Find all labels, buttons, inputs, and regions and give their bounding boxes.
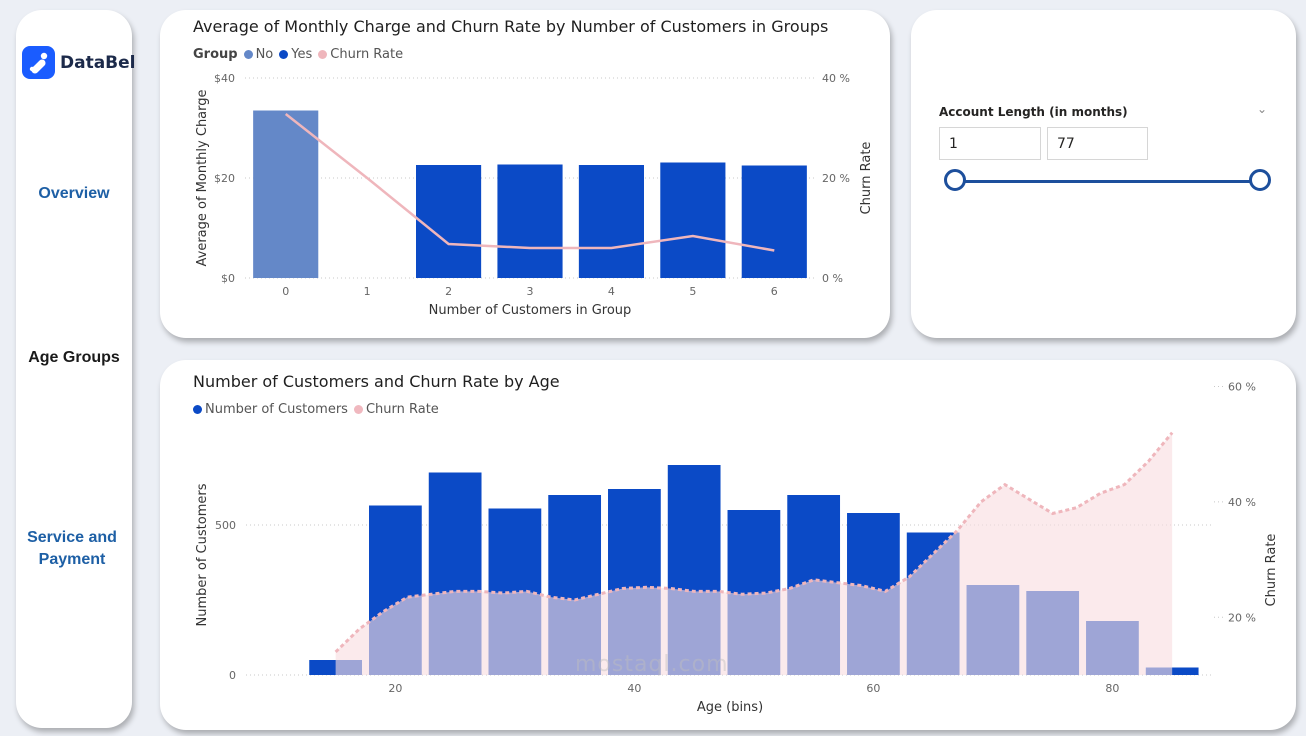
y2-tick-label: 40 % xyxy=(1228,496,1256,509)
watermark: mostaql.com xyxy=(575,652,729,677)
slicer-title: Account Length (in months) xyxy=(939,105,1128,119)
bottom-chart-legend: Number of Customers Churn Rate xyxy=(187,402,439,417)
bar-yes-6 xyxy=(741,165,807,278)
y-tick-label: $20 xyxy=(214,172,235,185)
x-tick-label: 2 xyxy=(445,285,452,298)
legend-churn-dot xyxy=(318,50,328,59)
account-length-slicer-card: Account Length (in months) ⌄ 1 77 xyxy=(911,10,1296,338)
y2-tick-label: 40 % xyxy=(822,72,850,85)
y-tick-label: $40 xyxy=(214,72,235,85)
logo: DataBel xyxy=(22,46,136,79)
x-axis-title: Age (bins) xyxy=(697,700,763,715)
legend-yes-dot xyxy=(279,50,289,59)
nav-overview[interactable]: Overview xyxy=(38,185,110,202)
x-tick-label: 3 xyxy=(527,285,534,298)
slicer-min-handle[interactable] xyxy=(944,169,966,191)
y-tick-label: $0 xyxy=(221,272,235,285)
bar-no-0 xyxy=(253,110,319,278)
bar-yes-5 xyxy=(660,162,726,278)
age-chart: 0 500 20 % 40 % 60 % 20 40 60 80 Age (bins) Number… xyxy=(195,381,1279,715)
chevron-down-icon[interactable]: ⌄ xyxy=(1257,102,1268,116)
slicer-track[interactable] xyxy=(955,180,1260,183)
bottom-chart-title: Number of Customers and Churn Rate by Ag… xyxy=(193,372,560,391)
x-tick-label: 4 xyxy=(608,285,615,298)
y2-axis-title: Churn Rate xyxy=(859,142,874,215)
logo-text: DataBel xyxy=(60,52,136,73)
y2-tick-label: 0 % xyxy=(822,272,843,285)
y2-tick-label: 60 % xyxy=(1228,381,1256,394)
x-axis-title: Number of Customers in Group xyxy=(429,303,632,318)
x-tick-label: 1 xyxy=(364,285,371,298)
legend-customers-dot xyxy=(193,405,202,414)
legend-yes-label[interactable]: Yes xyxy=(291,47,313,62)
legend-no-label[interactable]: No xyxy=(255,47,274,62)
x-tick-label: 5 xyxy=(689,285,696,298)
y2-axis-title: Churn Rate xyxy=(1264,534,1279,607)
y-axis-title: Number of Customers xyxy=(195,483,210,626)
bar-yes-4 xyxy=(578,165,644,278)
y-tick-label: 0 xyxy=(229,669,236,682)
x-tick-label: 20 xyxy=(388,682,402,695)
legend-churn-rate-dot xyxy=(353,405,363,414)
y-tick-label: 500 xyxy=(215,519,236,532)
bar-yes-2 xyxy=(416,165,482,278)
churn-rate-line xyxy=(284,113,775,252)
monthly-charge-chart: $0 0 % $20 20 % $40 40 % 0 1 2 3 4 5 6 Number of Cust… xyxy=(195,72,874,318)
monthly-charge-chart-card: Average of Monthly Charge and Churn Rate… xyxy=(160,10,890,338)
nav-service-and-payment[interactable]: Service and Payment xyxy=(27,529,117,568)
y2-tick-label: 20 % xyxy=(822,172,850,185)
legend-no-dot xyxy=(243,50,253,59)
sidebar: DataBel Overview Age Groups Service and … xyxy=(16,10,136,728)
bar-age-85 xyxy=(1145,667,1199,675)
legend-customers-label[interactable]: Number of Customers xyxy=(205,402,348,417)
churn-rate-area xyxy=(335,432,1173,675)
databel-logo-icon xyxy=(22,46,55,79)
x-tick-label: 80 xyxy=(1105,682,1119,695)
top-chart-title: Average of Monthly Charge and Churn Rate… xyxy=(193,17,829,36)
legend-title: Group xyxy=(193,47,238,62)
age-chart-card: Number of Customers and Churn Rate by Ag… xyxy=(160,360,1296,730)
slicer-max-handle[interactable] xyxy=(1249,169,1271,191)
y-axis-title: Average of Monthly Charge xyxy=(195,89,210,266)
bar-yes-3 xyxy=(497,164,563,278)
x-tick-label: 40 xyxy=(627,682,641,695)
slicer-max-input[interactable]: 77 xyxy=(1047,127,1148,160)
x-tick-label: 60 xyxy=(866,682,880,695)
x-tick-label: 6 xyxy=(771,285,778,298)
legend-churn-rate-label[interactable]: Churn Rate xyxy=(365,402,439,417)
legend-churn-label[interactable]: Churn Rate xyxy=(330,47,404,62)
y2-tick-label: 20 % xyxy=(1228,611,1256,624)
nav-age-groups[interactable]: Age Groups xyxy=(28,349,120,366)
slicer-min-input[interactable]: 1 xyxy=(939,127,1041,160)
x-tick-label: 0 xyxy=(282,285,289,298)
top-chart-legend: Group No Yes Churn Rate xyxy=(193,47,403,62)
